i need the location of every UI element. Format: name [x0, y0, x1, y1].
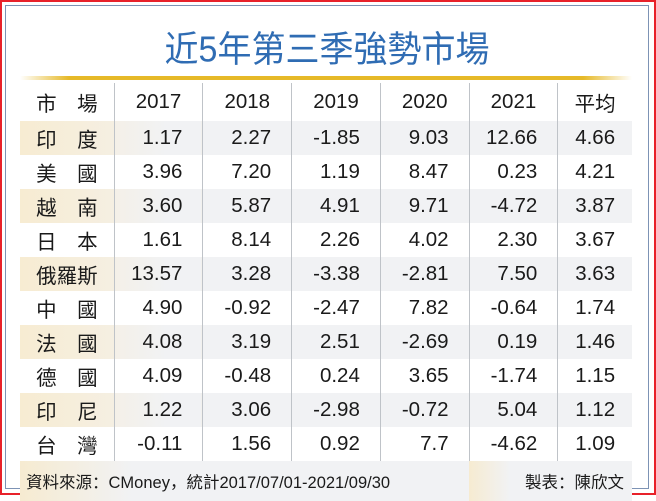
market-table: 市 場 2017 2018 2019 2020 2021 平均 印 度 1.17…	[20, 83, 632, 501]
value-average: 4.66	[557, 121, 632, 155]
value-2018: 1.56	[202, 427, 292, 461]
value-2019: -2.47	[291, 291, 381, 325]
value-average: 3.87	[557, 189, 632, 223]
market-name: 美 國	[36, 163, 98, 186]
value-2017: -0.11	[113, 427, 203, 461]
value-2018: -0.48	[202, 359, 292, 393]
market-name: 印 尼	[20, 393, 115, 427]
header-2017: 2017	[113, 83, 203, 121]
value-2019: -2.98	[291, 393, 381, 427]
value-2019: 2.26	[291, 223, 381, 257]
value-2021: -4.62	[468, 427, 558, 461]
header-market: 市 場	[36, 93, 98, 116]
value-2021: 2.30	[468, 223, 558, 257]
value-2020: -0.72	[379, 393, 470, 427]
value-2017: 3.60	[113, 189, 203, 223]
value-2021: 0.19	[468, 325, 558, 359]
header-2021: 2021	[468, 83, 558, 121]
market-name: 台 灣	[36, 435, 98, 458]
header-2019: 2019	[291, 83, 381, 121]
market-name: 中 國	[36, 299, 98, 322]
table-row: 日 本 1.61 8.14 2.26 4.02 2.30 3.67	[20, 223, 632, 257]
market-name: 俄羅斯	[20, 257, 115, 291]
table-row: 印 尼 1.22 3.06 -2.98 -0.72 5.04 1.12	[20, 393, 632, 427]
value-2020: 9.03	[379, 121, 470, 155]
value-2018: 7.20	[202, 155, 292, 189]
figure-title: 近5年第三季強勢市場	[164, 30, 490, 71]
data-source-note: 資料來源：CMoney，統計2017/07/01-2021/09/30	[20, 461, 470, 501]
value-2018: 5.87	[202, 189, 292, 223]
value-average: 3.63	[557, 257, 632, 291]
header-2020: 2020	[379, 83, 470, 121]
value-average: 4.21	[557, 155, 632, 189]
value-2019: 0.24	[291, 359, 381, 393]
value-2017: 13.57	[113, 257, 203, 291]
value-average: 1.09	[557, 427, 632, 461]
value-2021: 5.04	[468, 393, 558, 427]
value-2018: -0.92	[202, 291, 292, 325]
market-name: 越 南	[20, 189, 115, 223]
value-2017: 4.09	[113, 359, 203, 393]
value-average: 1.15	[557, 359, 632, 393]
value-2019: -1.85	[291, 121, 381, 155]
table-maker-credit: 製表：陳欣文	[469, 461, 632, 501]
value-average: 1.74	[557, 291, 632, 325]
market-name: 日 本	[36, 231, 98, 254]
value-average: 1.46	[557, 325, 632, 359]
value-2018: 3.06	[202, 393, 292, 427]
value-2017: 4.08	[113, 325, 203, 359]
value-2019: 0.92	[291, 427, 381, 461]
value-2020: 9.71	[379, 189, 470, 223]
value-2020: -2.81	[379, 257, 470, 291]
value-2019: -3.38	[291, 257, 381, 291]
value-2021: 0.23	[468, 155, 558, 189]
value-2020: 8.47	[379, 155, 470, 189]
gold-divider	[20, 76, 632, 80]
value-2020: 7.7	[379, 427, 470, 461]
value-2020: 4.02	[379, 223, 470, 257]
market-name: 印 度	[20, 121, 115, 155]
value-2018: 8.14	[202, 223, 292, 257]
table-row: 中 國 4.90 -0.92 -2.47 7.82 -0.64 1.74	[20, 291, 632, 325]
value-2021: -4.72	[468, 189, 558, 223]
value-average: 1.12	[557, 393, 632, 427]
figure-panel: 近5年第三季強勢市場 市 場 2017 2018 2019 2020 2021 …	[5, 5, 649, 501]
table-footer-row: 資料來源：CMoney，統計2017/07/01-2021/09/30 製表：陳…	[20, 461, 632, 501]
value-2019: 1.19	[291, 155, 381, 189]
value-2018: 3.28	[202, 257, 292, 291]
value-2018: 2.27	[202, 121, 292, 155]
value-2017: 1.17	[113, 121, 203, 155]
table-header-row: 市 場 2017 2018 2019 2020 2021 平均	[20, 83, 632, 121]
market-name: 德 國	[36, 367, 98, 390]
value-2019: 4.91	[291, 189, 381, 223]
value-2021: -1.74	[468, 359, 558, 393]
value-2017: 1.61	[113, 223, 203, 257]
value-average: 3.67	[557, 223, 632, 257]
value-2021: -0.64	[468, 291, 558, 325]
market-name: 法 國	[20, 325, 115, 359]
value-2021: 7.50	[468, 257, 558, 291]
table-row: 法 國 4.08 3.19 2.51 -2.69 0.19 1.46	[20, 325, 632, 359]
value-2017: 1.22	[113, 393, 203, 427]
table-row: 美 國 3.96 7.20 1.19 8.47 0.23 4.21	[20, 155, 632, 189]
value-2020: -2.69	[379, 325, 470, 359]
value-2018: 3.19	[202, 325, 292, 359]
table-row: 俄羅斯 13.57 3.28 -3.38 -2.81 7.50 3.63	[20, 257, 632, 291]
table-row: 印 度 1.17 2.27 -1.85 9.03 12.66 4.66	[20, 121, 632, 155]
value-2017: 4.90	[113, 291, 203, 325]
value-2020: 7.82	[379, 291, 470, 325]
table-row: 台 灣 -0.11 1.56 0.92 7.7 -4.62 1.09	[20, 427, 632, 461]
table-row: 德 國 4.09 -0.48 0.24 3.65 -1.74 1.15	[20, 359, 632, 393]
value-2019: 2.51	[291, 325, 381, 359]
table-row: 越 南 3.60 5.87 4.91 9.71 -4.72 3.87	[20, 189, 632, 223]
value-2020: 3.65	[379, 359, 470, 393]
header-average: 平均	[557, 83, 632, 121]
value-2017: 3.96	[113, 155, 203, 189]
value-2021: 12.66	[468, 121, 558, 155]
header-2018: 2018	[202, 83, 292, 121]
